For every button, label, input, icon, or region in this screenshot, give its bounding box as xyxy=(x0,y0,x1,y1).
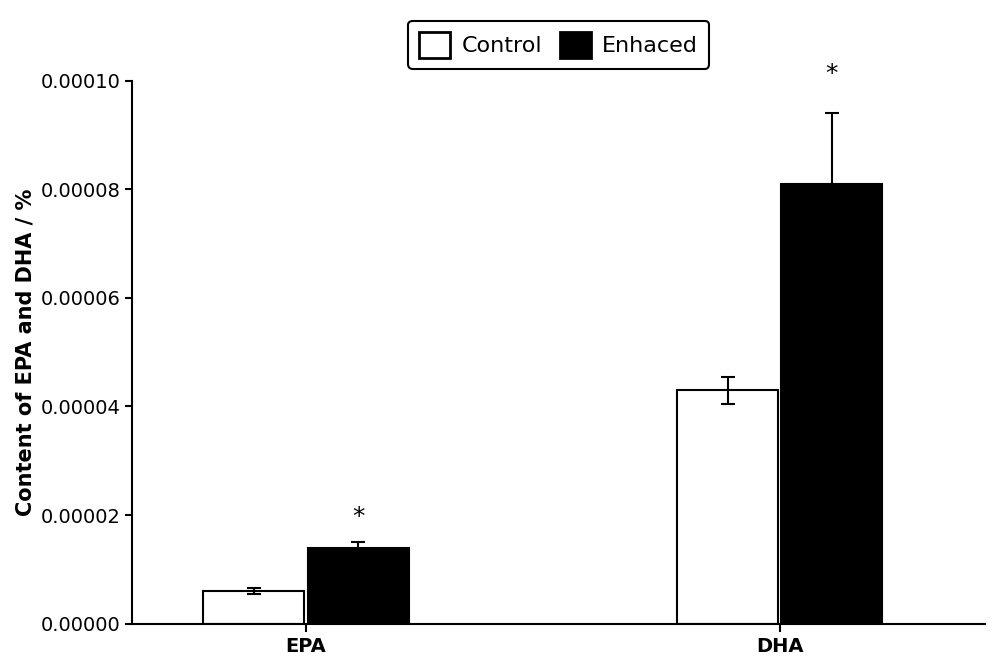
Y-axis label: Content of EPA and DHA / %: Content of EPA and DHA / % xyxy=(15,189,35,516)
Bar xyxy=(781,184,882,624)
Text: *: * xyxy=(352,505,364,529)
Legend: Control, Enhaced: Control, Enhaced xyxy=(408,21,709,69)
Bar xyxy=(203,591,304,624)
Text: *: * xyxy=(826,62,838,86)
Bar xyxy=(677,391,778,624)
Bar xyxy=(308,548,409,624)
